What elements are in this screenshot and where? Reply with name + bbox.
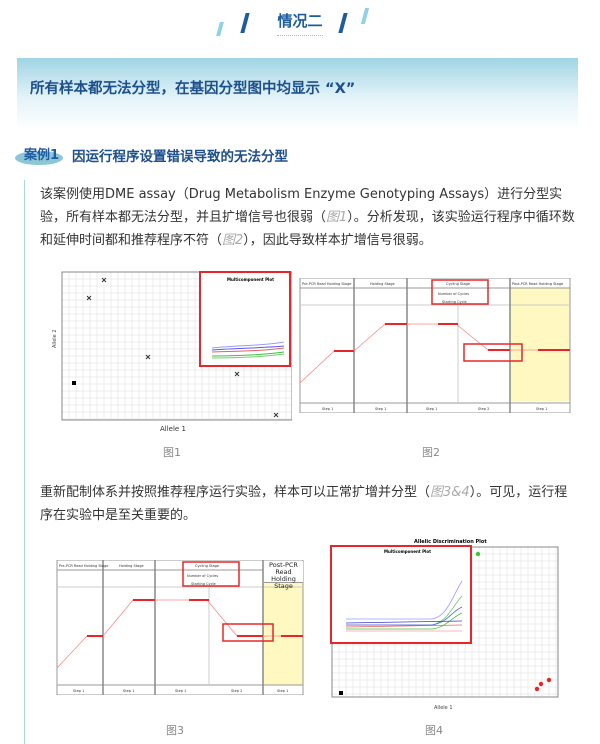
allele-1-marker	[534, 686, 540, 692]
highlight-box	[222, 623, 274, 642]
stage-label: Pre-PCR Read Holding Stage	[59, 564, 108, 568]
allele-1-marker	[538, 681, 544, 687]
case-badge-background	[15, 151, 63, 165]
banner-heading: 所有样本都无法分型，在基因分型图中均显示 “X”	[30, 81, 356, 97]
inset-title: Multicomponent Plot	[384, 549, 431, 554]
multicomponent-curves	[211, 341, 285, 359]
paragraph-1: 该案例使用DME assay（Drug Metabolism Enzyme Ge…	[40, 187, 575, 248]
step-label: Step 1	[73, 689, 84, 693]
figure-1-caption: 图1	[163, 446, 181, 459]
figure-ref: 图2	[222, 233, 244, 248]
figure-3-caption: 图3	[166, 724, 184, 737]
figure-ref: 图3&4	[430, 485, 470, 500]
step-label: Step 2	[478, 407, 489, 411]
inset-title: Multicomponent Plot	[227, 277, 274, 282]
step-label: Step 1	[123, 689, 134, 693]
section-title: 情况二	[0, 10, 600, 40]
step-label: Step 1	[277, 689, 288, 693]
x-axis-label: Allele 1	[160, 425, 186, 433]
stage-label: Pre-PCR Read Holding Stage	[302, 282, 351, 286]
stage-label: Holding Stage	[119, 564, 144, 568]
highlight-box	[431, 279, 489, 305]
step-label: Step 1	[426, 407, 437, 411]
stage-label: Cycling Stage	[446, 282, 470, 286]
figure-2-run-method: Pre-PCR Read Holding Stage Holding Stage…	[299, 278, 571, 413]
step-label: Step 1	[536, 407, 547, 411]
plot-title: Allelic Discrimination Plot	[414, 539, 487, 545]
figure-2-caption: 图2	[422, 446, 440, 459]
starting-cycle-label: Starting Cycle	[191, 582, 216, 586]
figure-4-allelic-plot: Allelic Discrimination Plot Allele 1 Mul…	[330, 539, 559, 711]
stage-label: Post-PCR Read Holding Stage	[264, 561, 303, 589]
multicomponent-curves	[345, 580, 463, 632]
highlight-box	[330, 545, 472, 644]
figure-1-allelic-plot: Allele 1 Allele 2 Multicomponent Plot	[52, 271, 292, 433]
case-label: 案例1	[24, 148, 60, 163]
stage-label: Post-PCR Read Holding Stage	[512, 282, 563, 286]
starting-cycle-label: Starting Cycle	[442, 300, 467, 304]
step-label: Step 1	[322, 407, 333, 411]
step-label: Step 2	[231, 689, 242, 693]
sample-markers	[86, 277, 279, 418]
figure-3-run-method: Pre-PCR Read Holding Stage Holding Stage…	[56, 560, 304, 695]
cycles-label: Number of Cycles	[438, 292, 469, 296]
case-title: 因运行程序设置错误导致的无法分型	[72, 149, 288, 165]
figure-ref: 图1	[326, 210, 348, 225]
x-axis-label: Allele 1	[434, 705, 453, 711]
step-label: Step 1	[175, 689, 186, 693]
ntc-marker	[72, 381, 76, 385]
banner	[17, 58, 578, 130]
cycles-label: Number of Cycles	[187, 574, 218, 578]
y-axis-label: Allele 2	[52, 329, 58, 348]
ntc-marker	[339, 691, 343, 695]
stage-label: Cycling Stage	[195, 564, 219, 568]
figure-4-caption: 图4	[425, 724, 443, 737]
highlight-box	[463, 343, 523, 362]
step-label: Step 1	[375, 407, 386, 411]
allele-2-marker	[475, 551, 481, 557]
highlight-box	[199, 271, 291, 367]
stage-label: Holding Stage	[370, 282, 395, 286]
allele-1-marker	[546, 677, 552, 683]
paragraph-2: 重新配制体系并按照推荐程序运行实验，样本可以正常扩增并分型（图3&4）。可见，运…	[40, 485, 568, 523]
highlight-box	[182, 561, 240, 587]
left-divider	[24, 180, 25, 744]
